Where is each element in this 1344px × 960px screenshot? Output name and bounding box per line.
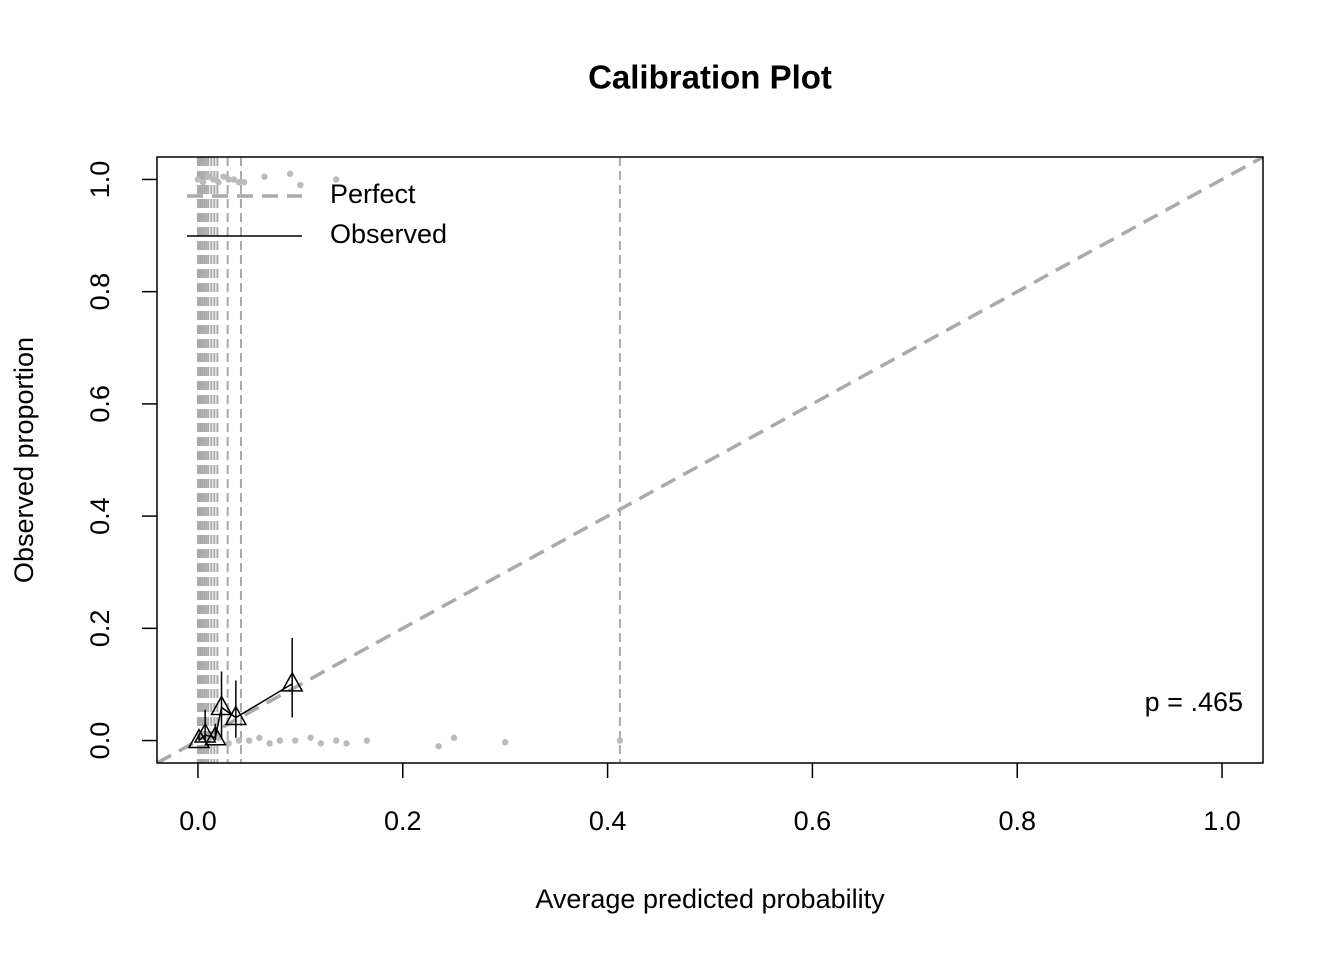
prediction-point — [194, 176, 202, 183]
prediction-point — [220, 173, 227, 180]
prediction-point — [210, 176, 217, 183]
chart-title: Calibration Plot — [588, 59, 832, 96]
observed-point — [210, 694, 233, 716]
prediction-point — [333, 737, 340, 744]
x-tick-label: 0.8 — [998, 806, 1036, 836]
prediction-point — [286, 170, 294, 178]
prediction-point — [363, 737, 371, 744]
prediction-point — [225, 176, 232, 183]
observed-line — [198, 683, 293, 742]
legend-label: Perfect — [330, 179, 416, 209]
prediction-point — [235, 179, 243, 186]
prediction-point — [450, 734, 458, 741]
prediction-point — [266, 740, 273, 747]
observed-point — [187, 728, 211, 749]
prediction-point — [261, 173, 268, 180]
annotation: p = .465 — [1145, 687, 1243, 717]
prediction-point — [230, 176, 238, 183]
prediction-point — [333, 176, 340, 183]
y-tick-label: 0.2 — [85, 610, 115, 648]
observed-point — [224, 705, 248, 726]
prediction-point — [245, 737, 253, 744]
x-tick-label: 0.2 — [384, 806, 422, 836]
y-axis-label: Observed proportion — [9, 337, 39, 583]
y-tick-label: 0.6 — [85, 385, 115, 423]
y-tick-label: 0.0 — [85, 722, 115, 760]
prediction-point — [205, 173, 212, 180]
x-tick-label: 0.0 — [179, 806, 217, 836]
prediction-point — [297, 181, 304, 189]
prediction-point — [235, 737, 243, 744]
y-tick-label: 1.0 — [85, 161, 115, 199]
prediction-point — [215, 179, 222, 186]
prediction-point — [616, 737, 624, 744]
prediction-point — [317, 740, 325, 747]
x-axis-label: Average predicted probability — [535, 884, 885, 914]
y-tick-label: 0.8 — [85, 273, 115, 311]
prediction-point — [292, 737, 299, 744]
legend-label: Observed — [330, 219, 447, 249]
prediction-point — [199, 179, 207, 186]
observed-point — [204, 725, 227, 746]
observed-point — [193, 722, 217, 743]
x-tick-label: 0.4 — [589, 806, 627, 836]
prediction-point — [435, 742, 442, 750]
x-tick-label: 0.6 — [794, 806, 832, 836]
plot-area — [157, 157, 1263, 763]
prediction-point — [501, 739, 509, 746]
prediction-point — [276, 737, 284, 744]
perfect-line — [157, 157, 1263, 763]
observed-point — [280, 671, 304, 692]
prediction-point — [240, 179, 248, 186]
prediction-point — [225, 740, 232, 747]
y-tick-label: 0.4 — [85, 497, 115, 535]
prediction-point — [256, 734, 263, 741]
x-tick-label: 1.0 — [1203, 806, 1241, 836]
prediction-point — [343, 740, 350, 747]
prediction-point — [307, 734, 314, 741]
plot-frame — [156, 156, 1264, 764]
